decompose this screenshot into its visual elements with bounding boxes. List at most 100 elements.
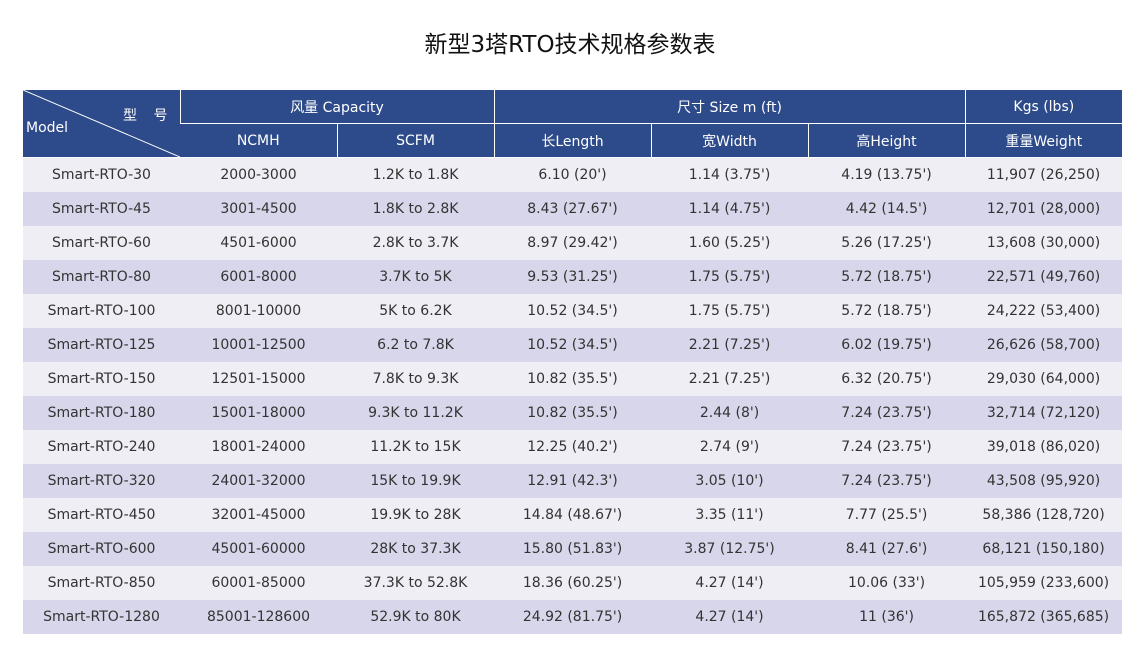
scfm-cell: 9.3K to 11.2K <box>337 396 495 430</box>
height-cell: 6.02 (19.75') <box>808 328 966 362</box>
scfm-cell: 19.9K to 28K <box>337 498 495 532</box>
scfm-cell: 15K to 19.9K <box>337 464 495 498</box>
scfm-cell: 5K to 6.2K <box>337 294 495 328</box>
scfm-cell: 52.9K to 80K <box>337 600 495 634</box>
width-cell: 1.14 (3.75') <box>651 157 809 192</box>
capacity-header: 风量 Capacity <box>179 90 495 124</box>
weight-cell: 22,571 (49,760) <box>965 260 1123 294</box>
model-cell: Smart-RTO-320 <box>23 464 180 498</box>
width-cell: 3.35 (11') <box>651 498 809 532</box>
ncmh-cell: 24001-32000 <box>180 464 337 498</box>
scfm-cell: 1.2K to 1.8K <box>337 157 495 192</box>
width-cell: 3.05 (10') <box>651 464 809 498</box>
ncmh-cell: 4501-6000 <box>180 226 337 260</box>
height-cell: 10.06 (33') <box>808 566 966 600</box>
model-cell: Smart-RTO-240 <box>23 430 180 464</box>
height-cell: 5.26 (17.25') <box>808 226 966 260</box>
model-type-label: 型 号 <box>123 108 174 124</box>
height-cell: 7.24 (23.75') <box>808 464 966 498</box>
spec-table: 型 号 Model 风量 Capacity 尺寸 Size m (ft) Kgs… <box>23 90 1123 634</box>
model-cell: Smart-RTO-450 <box>23 498 180 532</box>
height-cell: 11 (36') <box>808 600 966 634</box>
table-row: Smart-RTO-125 10001-12500 6.2 to 7.8K 10.52… <box>23 328 1123 362</box>
length-cell: 18.36 (60.25') <box>494 566 652 600</box>
model-header-cell: 型 号 Model <box>23 90 180 158</box>
table-row: Smart-RTO-100 8001-10000 5K to 6.2K 10.52 (… <box>23 294 1123 328</box>
length-cell: 8.97 (29.42') <box>494 226 652 260</box>
ncmh-cell: 45001-60000 <box>180 532 337 566</box>
width-cell: 1.75 (5.75') <box>651 294 809 328</box>
length-cell: 6.10 (20') <box>494 157 652 192</box>
ncmh-cell: 18001-24000 <box>180 430 337 464</box>
length-cell: 12.91 (42.3') <box>494 464 652 498</box>
model-label: Model <box>26 120 69 136</box>
height-cell: 8.41 (27.6') <box>808 532 966 566</box>
length-cell: 10.82 (35.5') <box>494 362 652 396</box>
ncmh-cell: 6001-8000 <box>180 260 337 294</box>
width-cell: 2.21 (7.25') <box>651 328 809 362</box>
weight-cell: 29,030 (64,000) <box>965 362 1123 396</box>
length-cell: 10.82 (35.5') <box>494 396 652 430</box>
height-cell: 7.24 (23.75') <box>808 430 966 464</box>
model-cell: Smart-RTO-80 <box>23 260 180 294</box>
page-title: 新型3塔RTO技术规格参数表 <box>424 32 716 58</box>
weight-cell: 24,222 (53,400) <box>965 294 1123 328</box>
model-cell: Smart-RTO-180 <box>23 396 180 430</box>
width-cell: 2.44 (8') <box>651 396 809 430</box>
width-cell: 4.27 (14') <box>651 566 809 600</box>
weight-cell: 43,508 (95,920) <box>965 464 1123 498</box>
table-row: Smart-RTO-240 18001-24000 11.2K to 15K 12.2… <box>23 430 1123 464</box>
width-cell: 2.74 (9') <box>651 430 809 464</box>
model-cell: Smart-RTO-850 <box>23 566 180 600</box>
model-cell: Smart-RTO-150 <box>23 362 180 396</box>
weight-cell: 105,959 (233,600) <box>965 566 1123 600</box>
weight-cell: 32,714 (72,120) <box>965 396 1123 430</box>
width-cell: 1.60 (5.25') <box>651 226 809 260</box>
scfm-cell: 1.8K to 2.8K <box>337 192 495 226</box>
ncmh-cell: 10001-12500 <box>180 328 337 362</box>
scfm-cell: 2.8K to 3.7K <box>337 226 495 260</box>
height-cell: 6.32 (20.75') <box>808 362 966 396</box>
length-cell: 12.25 (40.2') <box>494 430 652 464</box>
weight-cell: 12,701 (28,000) <box>965 192 1123 226</box>
model-cell: Smart-RTO-60 <box>23 226 180 260</box>
ncmh-cell: 85001-128600 <box>180 600 337 634</box>
height-header: 高Height <box>807 123 966 158</box>
model-cell: Smart-RTO-125 <box>23 328 180 362</box>
height-cell: 7.77 (25.5') <box>808 498 966 532</box>
height-cell: 7.24 (23.75') <box>808 396 966 430</box>
width-cell: 3.87 (12.75') <box>651 532 809 566</box>
table-row: Smart-RTO-60 4501-6000 2.8K to 3.7K 8.97 (2… <box>23 226 1123 260</box>
model-cell: Smart-RTO-45 <box>23 192 180 226</box>
model-cell: Smart-RTO-600 <box>23 532 180 566</box>
length-cell: 10.52 (34.5') <box>494 328 652 362</box>
table-row: Smart-RTO-150 12501-15000 7.8K to 9.3K 10.8… <box>23 362 1123 396</box>
table-row: Smart-RTO-30 2000-3000 1.2K to 1.8K 6.10 (2… <box>23 157 1123 192</box>
scfm-cell: 6.2 to 7.8K <box>337 328 495 362</box>
size-header: 尺寸 Size m (ft) <box>493 90 966 124</box>
table-row: Smart-RTO-180 15001-18000 9.3K to 11.2K 10.… <box>23 396 1123 430</box>
weight-cell: 11,907 (26,250) <box>965 157 1123 192</box>
length-cell: 8.43 (27.67') <box>494 192 652 226</box>
table-row: Smart-RTO-80 6001-8000 3.7K to 5K 9.53 (31.… <box>23 260 1123 294</box>
weight-cell: 165,872 (365,685) <box>965 600 1123 634</box>
table-row: Smart-RTO-1280 85001-128600 52.9K to 80K 24… <box>23 600 1123 634</box>
scfm-cell: 28K to 37.3K <box>337 532 495 566</box>
width-cell: 1.14 (4.75') <box>651 192 809 226</box>
table-body: Smart-RTO-30 2000-3000 1.2K to 1.8K 6.10 (2… <box>23 157 1123 634</box>
ncmh-cell: 8001-10000 <box>180 294 337 328</box>
model-cell: Smart-RTO-100 <box>23 294 180 328</box>
ncmh-cell: 60001-85000 <box>180 566 337 600</box>
length-cell: 10.52 (34.5') <box>494 294 652 328</box>
weight-cell: 13,608 (30,000) <box>965 226 1123 260</box>
table-row: Smart-RTO-45 3001-4500 1.8K to 2.8K 8.43 (2… <box>23 192 1123 226</box>
scfm-header: SCFM <box>336 123 495 158</box>
scfm-cell: 11.2K to 15K <box>337 430 495 464</box>
weight-cell: 58,386 (128,720) <box>965 498 1123 532</box>
scfm-cell: 37.3K to 52.8K <box>337 566 495 600</box>
header-row-1: 型 号 Model 风量 Capacity 尺寸 Size m (ft) Kgs… <box>23 90 1123 158</box>
length-cell: 24.92 (81.75') <box>494 600 652 634</box>
width-cell: 4.27 (14') <box>651 600 809 634</box>
width-header: 宽Width <box>650 123 809 158</box>
length-cell: 9.53 (31.25') <box>494 260 652 294</box>
